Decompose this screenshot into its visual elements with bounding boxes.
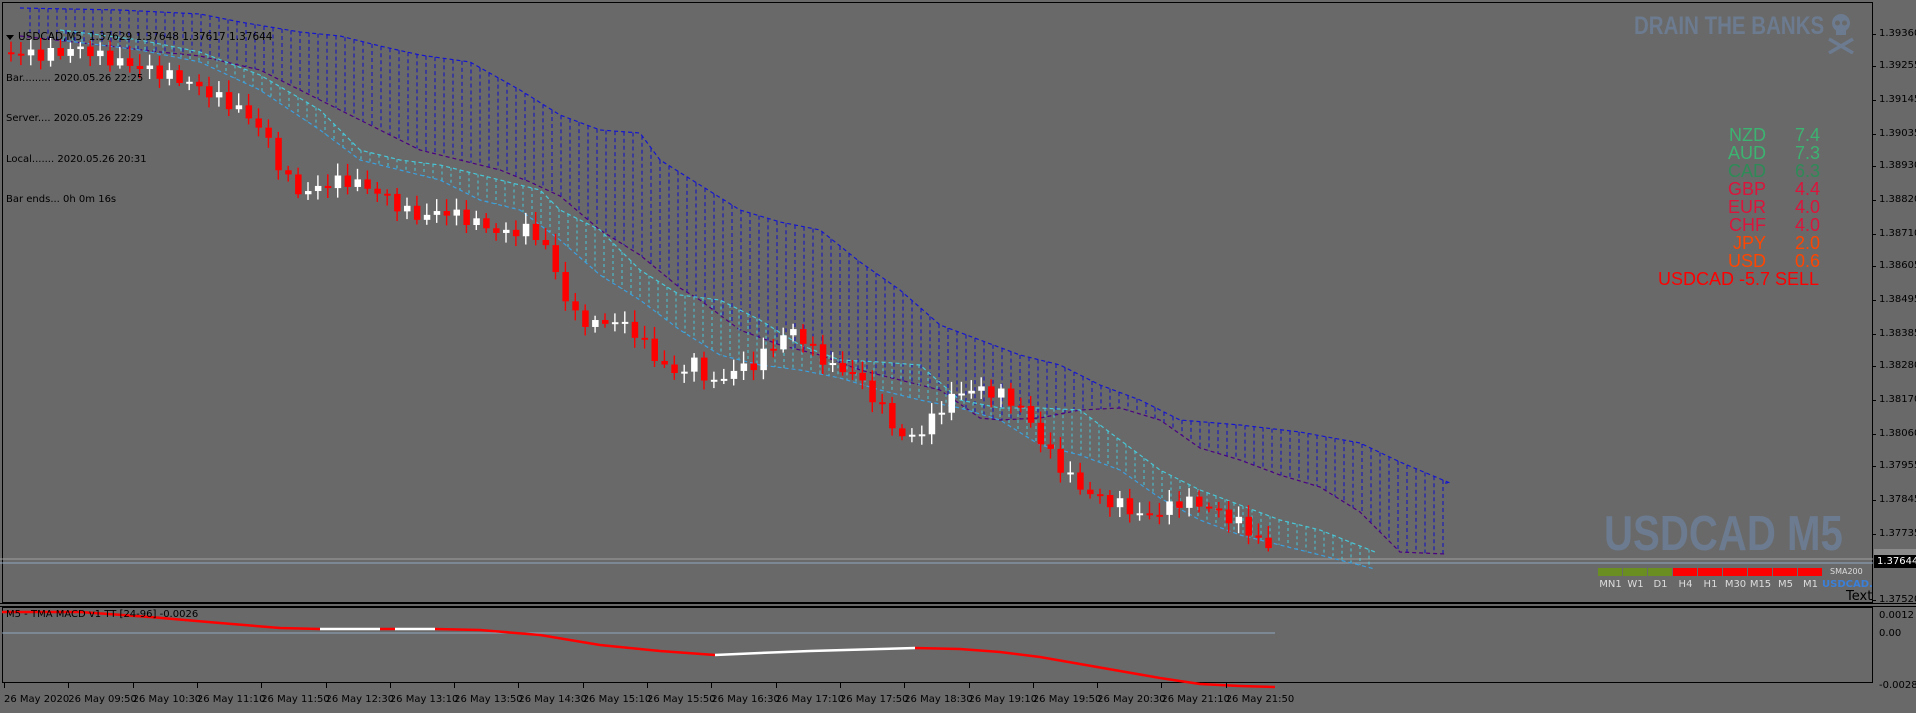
strength-value: 0.6 <box>1794 251 1820 271</box>
tf-label-m1: M1 <box>1803 579 1818 590</box>
tf-cell-m1 <box>1798 568 1822 576</box>
info-bar-ends: Bar ends... 0h 0m 16s <box>6 194 117 205</box>
price-tick: 1.38280 <box>1871 360 1916 371</box>
info-bar-time: Bar......... 2020.05.26 22:25 <box>6 72 144 84</box>
currency-code: GBP <box>1727 179 1766 199</box>
macd-indicator-canvas <box>2 610 1276 689</box>
text-object-label[interactable]: Text <box>1846 589 1873 604</box>
price-tick: 1.38170 <box>1871 394 1916 405</box>
price-tick: 1.38820 <box>1871 194 1916 205</box>
tf-label-h1: H1 <box>1703 579 1718 590</box>
currency-strength-table: NZD 7.4 AUD 7.3 CAD 6.3 GBP 4.4 EUR 4.0 CHF 4.0 JPY 2… <box>1650 126 1820 270</box>
currency-code: EUR <box>1727 197 1766 217</box>
price-tick: 1.39035 <box>1871 128 1916 139</box>
collapse-triangle-icon[interactable] <box>6 34 14 40</box>
indicator-label: M5 - TMA MACD v1 TT [24-96] -0.0026 <box>6 609 199 620</box>
chart-info-block: USDCAD,M5 1.37629 1.37648 1.37617 1.3764… <box>6 4 272 234</box>
price-tick: 1.37845 <box>1871 494 1916 505</box>
price-tick: 1.38060 <box>1871 428 1916 439</box>
time-axis[interactable]: 26 May 2020 26 May 09:50 26 May 10:30 26 Ma… <box>4 683 1295 705</box>
strength-row-gbp: GBP 4.4 <box>1650 180 1820 198</box>
tf-label-mn1: MN1 <box>1599 579 1622 590</box>
ind-tick-top: 0.0012 <box>1879 610 1914 621</box>
current-price-tag: 1.37644 <box>1874 555 1916 568</box>
strength-value: 2.0 <box>1794 233 1820 253</box>
tf-label-d1: D1 <box>1653 579 1668 590</box>
tf-label-h4: H4 <box>1678 579 1693 590</box>
tf-cell-d1 <box>1648 568 1672 576</box>
price-tick: 1.37520 <box>1871 594 1916 605</box>
price-tick: 1.37735 <box>1871 528 1916 539</box>
strength-value: 7.4 <box>1794 125 1820 145</box>
price-tick: 1.38495 <box>1871 294 1916 305</box>
strength-row-eur: EUR 4.0 <box>1650 198 1820 216</box>
strength-value: 4.0 <box>1794 215 1820 235</box>
currency-code: NZD <box>1729 125 1766 145</box>
timeframe-labels: MN1 W1 D1 H4 H1 M30 M15 M5 M1 <box>1598 579 1823 590</box>
tf-label-m15: M15 <box>1749 579 1772 590</box>
tf-cell-mn1 <box>1598 568 1622 576</box>
currency-code: CAD <box>1727 161 1766 181</box>
currency-code: JPY <box>1732 233 1766 253</box>
currency-code: AUD <box>1727 143 1766 163</box>
strength-value: 4.0 <box>1794 197 1820 217</box>
ind-tick-zero: 0.00 <box>1879 628 1902 639</box>
tf-cell-h1 <box>1698 568 1722 576</box>
tf-cell-m5 <box>1773 568 1797 576</box>
strength-value: 7.3 <box>1794 143 1820 163</box>
price-tick: 1.38930 <box>1871 160 1916 171</box>
pane-separator[interactable] <box>0 603 1916 607</box>
strength-row-chf: CHF 4.0 <box>1650 216 1820 234</box>
indicator-pane[interactable] <box>2 607 1873 683</box>
price-chart-canvas[interactable] <box>0 0 1873 603</box>
strength-row-nzd: NZD 7.4 <box>1650 126 1820 144</box>
strength-row-usd: USD 0.6 <box>1650 252 1820 270</box>
strength-value: 6.3 <box>1794 161 1820 181</box>
sma-label: SMA200 <box>1830 567 1863 576</box>
price-tick: 1.39360 <box>1871 28 1916 39</box>
currency-code: USD <box>1727 251 1766 271</box>
ask-price-tag <box>1874 549 1916 558</box>
timeframe-trend-bar <box>1598 568 1823 576</box>
ind-tick-bottom: -0.0028 <box>1879 680 1916 691</box>
panel-symbol-label: USDCAD. <box>1822 579 1873 590</box>
tf-label-m30: M30 <box>1724 579 1747 590</box>
brand-watermark: DRAIN THE BANKS <box>1634 12 1825 40</box>
strength-value: 4.4 <box>1794 179 1820 199</box>
currency-code: CHF <box>1729 215 1766 235</box>
price-tick: 1.37955 <box>1871 460 1916 471</box>
main-price-pane[interactable] <box>2 2 1873 603</box>
strength-row-cad: CAD 6.3 <box>1650 162 1820 180</box>
tf-label-w1: W1 <box>1627 579 1644 590</box>
price-tick: 1.38605 <box>1871 260 1916 271</box>
tf-cell-m30 <box>1723 568 1747 576</box>
tf-cell-m15 <box>1748 568 1772 576</box>
trade-signal: USDCAD -5.7 SELL <box>1658 269 1820 289</box>
info-local-time: Local....... 2020.05.26 20:31 <box>6 153 147 165</box>
tf-cell-h4 <box>1673 568 1697 576</box>
tf-cell-w1 <box>1623 568 1647 576</box>
skull-crossbones-icon <box>1828 14 1854 54</box>
price-tick: 1.38710 <box>1871 228 1916 239</box>
price-tick: 1.39145 <box>1871 94 1916 105</box>
price-axis[interactable]: 1.39360 1.39255 1.39145 1.39035 1.38930 1.388… <box>1871 0 1916 713</box>
symbol-timeframe-watermark: USDCAD M5 <box>1604 507 1843 561</box>
price-tick: 1.38385 <box>1871 328 1916 339</box>
price-tick: 1.39255 <box>1871 60 1916 71</box>
info-server-time: Server.... 2020.05.26 22:29 <box>6 113 144 124</box>
strength-row-jpy: JPY 2.0 <box>1650 234 1820 252</box>
tf-label-m5: M5 <box>1778 579 1793 590</box>
strength-row-aud: AUD 7.3 <box>1650 144 1820 162</box>
symbol-ohlc: USDCAD,M5 1.37629 1.37648 1.37617 1.3764… <box>18 31 273 43</box>
